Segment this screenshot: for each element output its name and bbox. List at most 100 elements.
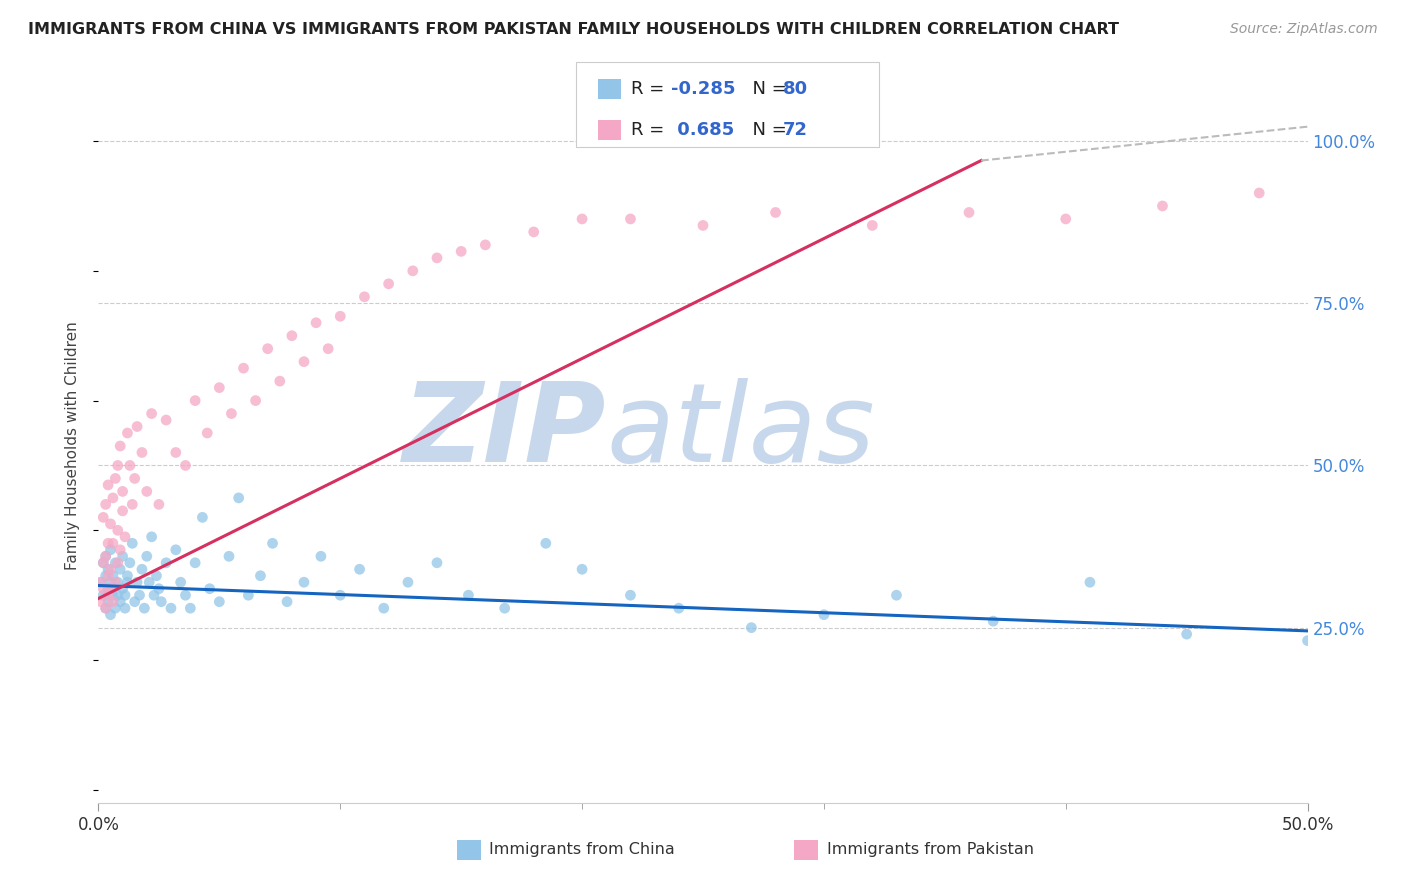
- Point: [91, 510, 114, 524]
- Point: [124, 595, 146, 609]
- Y-axis label: Family Households with Children: Family Households with Children: [65, 322, 80, 570]
- Point: [108, 562, 131, 576]
- Point: [957, 205, 980, 219]
- Point: [121, 536, 143, 550]
- Text: Immigrants from China: Immigrants from China: [489, 842, 675, 856]
- Point: [111, 549, 134, 564]
- Text: -0.285: -0.285: [671, 80, 735, 98]
- Point: [94, 601, 117, 615]
- Point: [107, 556, 129, 570]
- Point: [218, 549, 240, 564]
- Point: [91, 588, 114, 602]
- Point: [619, 588, 641, 602]
- Point: [127, 575, 149, 590]
- Point: [198, 582, 221, 596]
- Point: [981, 614, 1004, 628]
- Point: [90, 575, 112, 590]
- Point: [94, 497, 117, 511]
- Point: [108, 595, 131, 609]
- Point: [208, 595, 231, 609]
- Point: [124, 471, 146, 485]
- Point: [108, 542, 131, 557]
- Point: [94, 601, 117, 615]
- Point: [373, 601, 395, 615]
- Point: [474, 238, 496, 252]
- Point: [100, 562, 122, 576]
- Point: [426, 251, 449, 265]
- Point: [97, 568, 120, 582]
- Point: [90, 575, 112, 590]
- Point: [457, 588, 479, 602]
- Point: [114, 601, 136, 615]
- Point: [121, 497, 143, 511]
- Point: [668, 601, 690, 615]
- Point: [141, 530, 163, 544]
- Point: [262, 536, 284, 550]
- Point: [160, 601, 183, 615]
- Point: [148, 582, 170, 596]
- Point: [494, 601, 516, 615]
- Point: [100, 542, 122, 557]
- Point: [1054, 211, 1077, 226]
- Point: [316, 342, 339, 356]
- Point: [131, 445, 153, 459]
- Point: [571, 562, 593, 576]
- Point: [165, 542, 187, 557]
- Point: [276, 595, 298, 609]
- Point: [329, 588, 352, 602]
- Point: [692, 219, 714, 233]
- Point: [117, 568, 139, 582]
- Point: [117, 425, 139, 440]
- Point: [114, 530, 136, 544]
- Point: [377, 277, 399, 291]
- Point: [232, 361, 254, 376]
- Point: [101, 568, 124, 582]
- Text: ZIP: ZIP: [402, 378, 606, 485]
- Point: [97, 588, 120, 602]
- Point: [118, 556, 141, 570]
- Point: [97, 562, 120, 576]
- Point: [169, 575, 191, 590]
- Point: [353, 290, 375, 304]
- Point: [396, 575, 419, 590]
- Point: [138, 575, 160, 590]
- Point: [155, 556, 177, 570]
- Point: [134, 601, 156, 615]
- Point: [1296, 633, 1319, 648]
- Text: R =: R =: [631, 121, 671, 139]
- Point: [111, 582, 134, 596]
- Point: [100, 582, 122, 596]
- Point: [1175, 627, 1198, 641]
- Point: [228, 491, 250, 505]
- Text: Source: ZipAtlas.com: Source: ZipAtlas.com: [1230, 22, 1378, 37]
- Point: [1249, 186, 1271, 200]
- Point: [329, 310, 352, 324]
- Text: 80: 80: [783, 80, 808, 98]
- Point: [101, 536, 124, 550]
- Point: [143, 588, 166, 602]
- Point: [886, 588, 908, 602]
- Point: [571, 211, 593, 226]
- Point: [305, 316, 328, 330]
- Point: [104, 556, 127, 570]
- Point: [256, 342, 278, 356]
- Point: [114, 588, 136, 602]
- Point: [1344, 128, 1367, 142]
- Point: [208, 381, 231, 395]
- Point: [740, 621, 762, 635]
- Point: [97, 478, 120, 492]
- Point: [141, 407, 163, 421]
- Point: [94, 549, 117, 564]
- Point: [184, 556, 207, 570]
- Point: [245, 393, 267, 408]
- Point: [107, 575, 129, 590]
- Text: 72: 72: [783, 121, 808, 139]
- Point: [221, 407, 243, 421]
- Point: [111, 484, 134, 499]
- Text: atlas: atlas: [606, 378, 875, 485]
- Point: [238, 588, 260, 602]
- Point: [150, 595, 173, 609]
- Point: [523, 225, 546, 239]
- Point: [108, 439, 131, 453]
- Point: [1152, 199, 1174, 213]
